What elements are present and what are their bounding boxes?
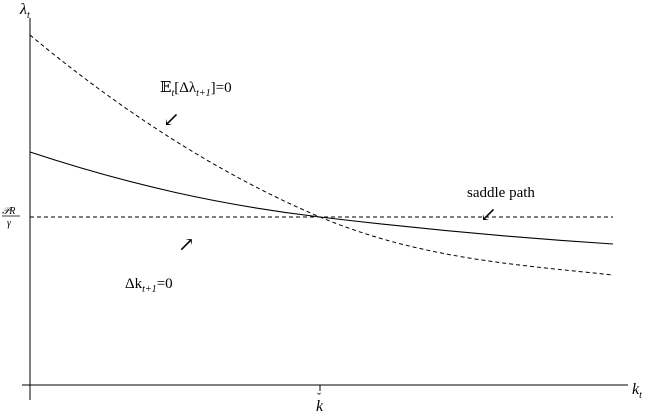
x-axis-label: kt (632, 381, 642, 401)
saddle-path-label: saddle path (467, 185, 535, 201)
lambda-locus-label: 𝔼t[Δλt+1]=0 (160, 80, 232, 99)
y-tick-numerator: 𝒫R (2, 206, 15, 217)
x-tick-accent: ˇ (317, 390, 321, 404)
k-locus-arrow: ↗ (178, 234, 195, 256)
k-locus-label: Δkt+1=0 (125, 276, 173, 295)
y-tick-denominator: γ (7, 218, 12, 229)
y-axis-label: λt (19, 1, 30, 21)
lambda-locus-arrow: ↙ (163, 109, 180, 131)
x-tick-label: k (316, 398, 324, 415)
saddle-path-curve (29, 151, 614, 245)
lambda-locus-curve (29, 34, 614, 276)
saddle-path-arrow: ↙ (480, 204, 497, 226)
